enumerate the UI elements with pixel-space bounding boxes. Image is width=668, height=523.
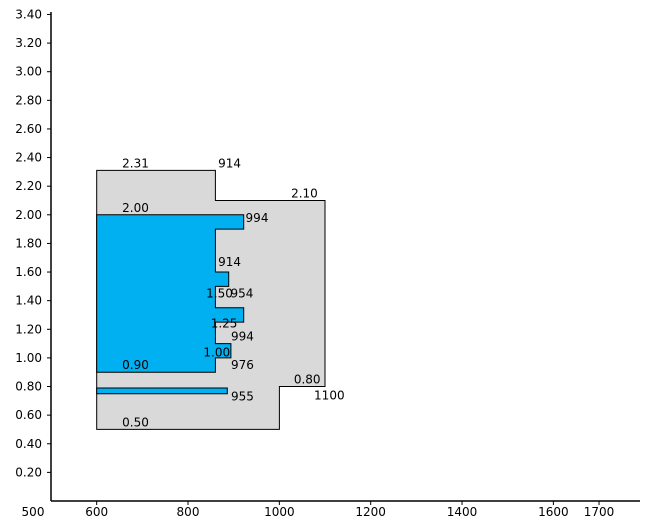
y-tick-label: 2.00 bbox=[15, 208, 42, 222]
y-tick-label: 2.60 bbox=[15, 122, 42, 136]
dimension-label: 914 bbox=[218, 156, 241, 170]
dimension-label: 976 bbox=[231, 358, 254, 372]
y-tick-label: 1.00 bbox=[15, 351, 42, 365]
dimension-label: 994 bbox=[246, 211, 269, 225]
dimension-label: 994 bbox=[231, 330, 254, 344]
y-tick-label: 0.60 bbox=[15, 408, 42, 422]
blue-shape-1 bbox=[96, 214, 245, 373]
shape-layer bbox=[96, 169, 326, 430]
x-tick-label: 600 bbox=[85, 505, 108, 519]
y-tick-label: 3.00 bbox=[15, 65, 42, 79]
x-tick-label: 800 bbox=[177, 505, 200, 519]
x-tick-label: 1400 bbox=[447, 505, 478, 519]
dimension-labels: 2.31 9142.102.009949141.509541.259941.000… bbox=[122, 156, 344, 429]
y-tick-label: 2.20 bbox=[15, 179, 42, 193]
y-tick-label: 1.40 bbox=[15, 294, 42, 308]
dimension-label: 2.10 bbox=[291, 186, 318, 200]
y-tick-label: 0.40 bbox=[15, 437, 42, 451]
y-tick-label: 0.20 bbox=[15, 465, 42, 479]
dimension-label: 1.50 bbox=[206, 287, 233, 301]
y-tick-label: 3.40 bbox=[15, 7, 42, 21]
y-tick-label: 1.20 bbox=[15, 322, 42, 336]
x-tick-label: 1700 bbox=[584, 505, 615, 519]
x-tick-label: 1000 bbox=[264, 505, 295, 519]
dimension-label: 1.25 bbox=[211, 317, 238, 331]
y-tick-label: 0.80 bbox=[15, 380, 42, 394]
dimension-label: 1.00 bbox=[203, 345, 230, 359]
dimension-label: 1100 bbox=[314, 388, 345, 402]
y-tick-label: 2.40 bbox=[15, 151, 42, 165]
y-tick-label: 1.60 bbox=[15, 265, 42, 279]
dimension-label: 0.50 bbox=[122, 415, 149, 429]
dimension-label: 2.00 bbox=[122, 201, 149, 215]
dimension-label: 0.90 bbox=[122, 358, 149, 372]
dimension-label: 954 bbox=[230, 287, 253, 301]
x-tick-label: 1600 bbox=[538, 505, 569, 519]
dimension-label: 0.80 bbox=[294, 373, 321, 387]
axes-layer: 0.20 0.40 0.60 0.80 1.00 1.20 1.40 1.60 1.80 2.00… bbox=[15, 7, 640, 519]
y-tick-label: 3.20 bbox=[15, 36, 42, 50]
blue-shape-2 bbox=[96, 387, 228, 395]
y-tick-label: 1.80 bbox=[15, 236, 42, 250]
dimension-label: 914 bbox=[218, 255, 241, 269]
dimension-label: 955 bbox=[231, 390, 254, 404]
y-tick-label: 2.80 bbox=[15, 93, 42, 107]
x-tick-label: 1200 bbox=[355, 505, 386, 519]
dimension-label: 2.31 bbox=[122, 156, 149, 170]
x-tick-label: 500 bbox=[22, 505, 45, 519]
